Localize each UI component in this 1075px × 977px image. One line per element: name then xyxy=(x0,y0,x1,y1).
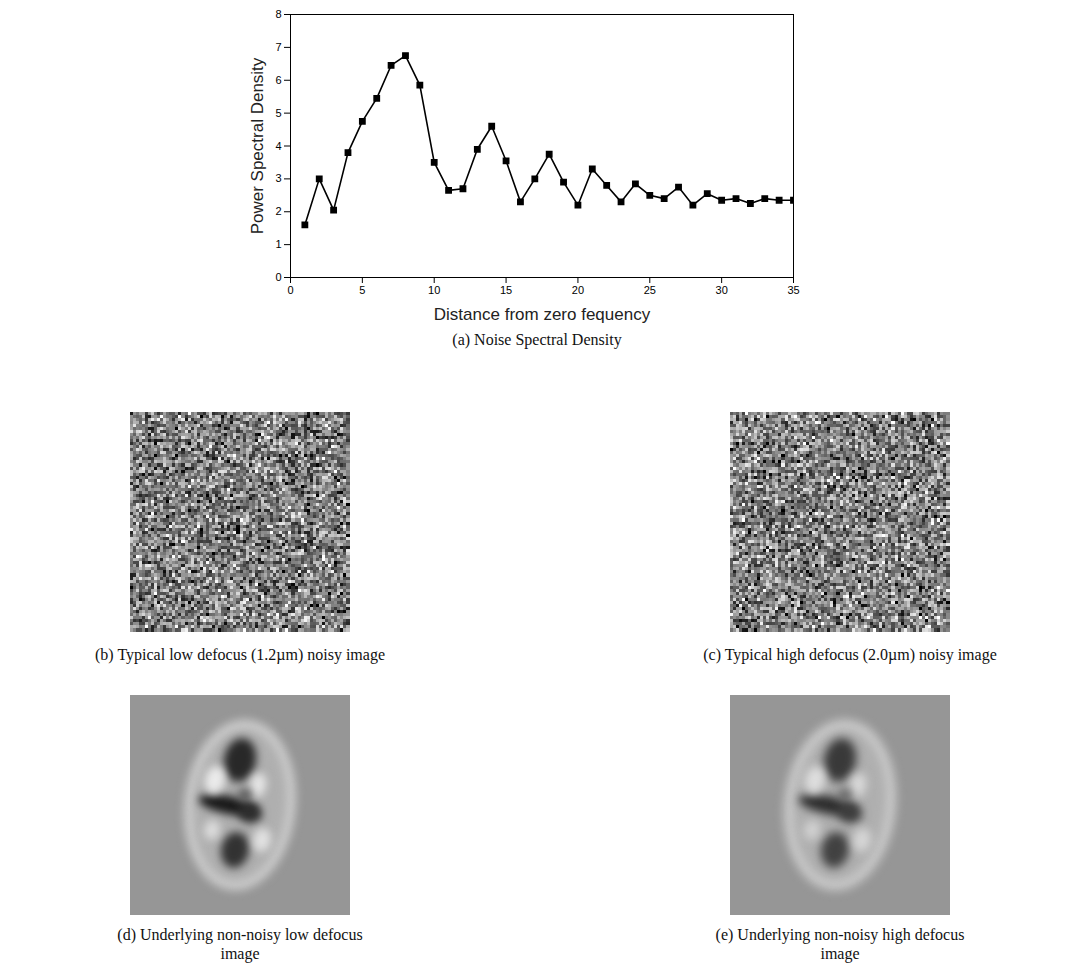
svg-text:7: 7 xyxy=(275,41,281,53)
svg-text:15: 15 xyxy=(500,284,512,296)
html-text:(e) Underlying non-noisy high: (e) Underlying non-noisy high defocus im… xyxy=(715,926,965,962)
html-text:(c) Typical high defocus (2.0µ: (c) Typical high defocus (2.0µm) noisy i… xyxy=(703,646,997,663)
svg-text:35: 35 xyxy=(787,284,799,296)
svg-text:5: 5 xyxy=(359,284,365,296)
svg-text:20: 20 xyxy=(572,284,584,296)
svg-text:4: 4 xyxy=(275,140,281,152)
svg-text:8: 8 xyxy=(275,8,281,20)
html-text:(a) Noise Spectral Density: (a) Noise Spectral Density xyxy=(452,331,622,348)
svg-text:Power Spectral Density: Power Spectral Density xyxy=(248,57,267,234)
html-text:(b) Typical low defocus (1.2µm: (b) Typical low defocus (1.2µm) noisy im… xyxy=(95,646,385,663)
svg-text:5: 5 xyxy=(275,107,281,119)
svg-text:Distance from zero fequency: Distance from zero fequency xyxy=(434,305,651,324)
svg-text:10: 10 xyxy=(428,284,440,296)
svg-text:30: 30 xyxy=(716,284,728,296)
svg-text:25: 25 xyxy=(644,284,656,296)
svg-text:0: 0 xyxy=(275,271,281,283)
svg-text:2: 2 xyxy=(275,205,281,217)
html-text:(d) Underlying non-noisy low d: (d) Underlying non-noisy low defocus ima… xyxy=(117,926,363,962)
svg-text:0: 0 xyxy=(287,284,293,296)
svg-text:1: 1 xyxy=(275,238,281,250)
svg-text:6: 6 xyxy=(275,74,281,86)
svg-text:3: 3 xyxy=(275,172,281,184)
